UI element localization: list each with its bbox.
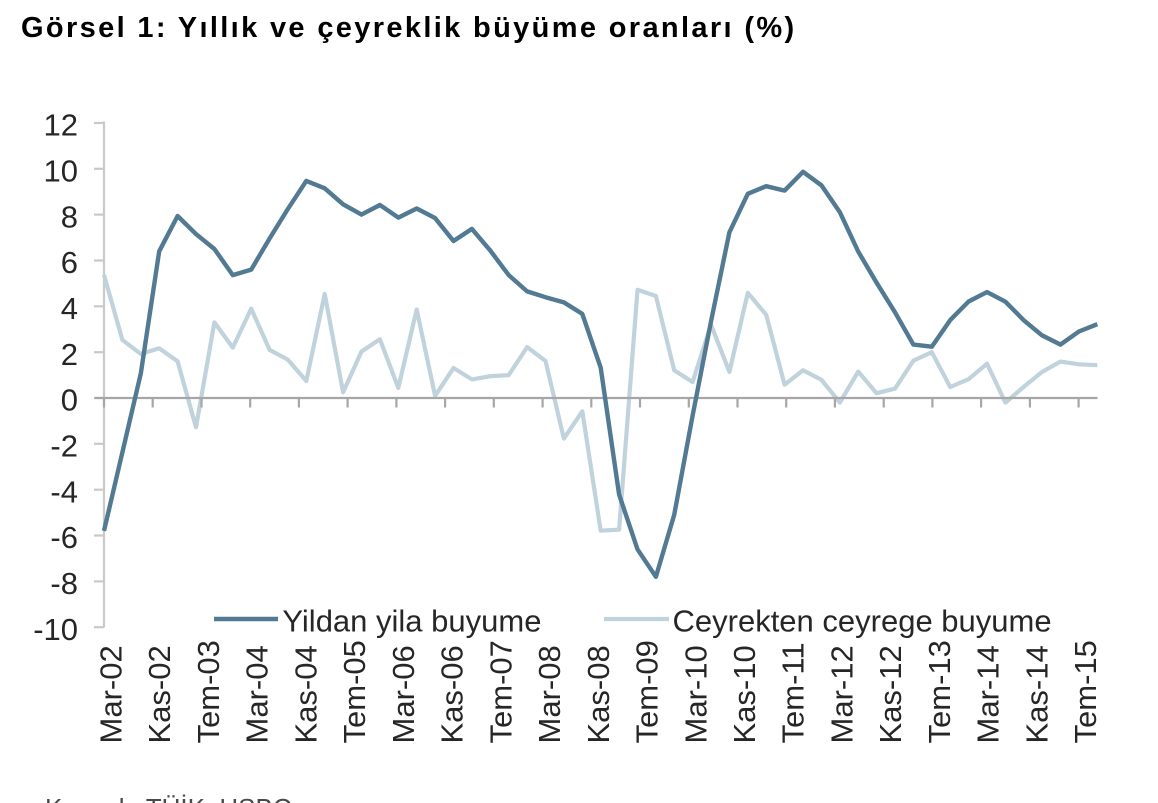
svg-text:Kas-14: Kas-14 (1019, 645, 1054, 743)
svg-text:-8: -8 (50, 566, 78, 601)
svg-text:-6: -6 (50, 520, 78, 555)
svg-text:Mar-04: Mar-04 (240, 645, 275, 743)
svg-text:Mar-08: Mar-08 (532, 645, 567, 743)
svg-text:Yildan yila buyume: Yildan yila buyume (282, 604, 541, 639)
svg-text:Kas-06: Kas-06 (435, 645, 470, 743)
svg-text:Kas-10: Kas-10 (727, 645, 762, 743)
svg-text:2: 2 (61, 337, 78, 372)
svg-text:Mar-10: Mar-10 (678, 645, 713, 743)
svg-text:Tem-05: Tem-05 (337, 640, 372, 743)
svg-text:8: 8 (61, 199, 78, 234)
svg-text:-2: -2 (50, 429, 78, 464)
svg-text:Tem-15: Tem-15 (1068, 640, 1103, 743)
svg-text:10: 10 (44, 154, 78, 189)
svg-text:Tem-09: Tem-09 (630, 640, 665, 743)
svg-text:Mar-14: Mar-14 (971, 645, 1006, 743)
svg-text:Tem-07: Tem-07 (483, 640, 518, 743)
svg-text:Kas-04: Kas-04 (288, 645, 323, 743)
svg-text:12: 12 (44, 108, 78, 143)
svg-text:4: 4 (61, 291, 78, 326)
svg-text:6: 6 (61, 245, 78, 280)
svg-text:Kas-08: Kas-08 (581, 645, 616, 743)
svg-text:Mar-12: Mar-12 (824, 645, 859, 743)
svg-text:Tem-13: Tem-13 (922, 640, 957, 743)
svg-text:Tem-11: Tem-11 (776, 642, 811, 743)
svg-text:0: 0 (61, 383, 78, 418)
svg-text:Mar-06: Mar-06 (386, 645, 421, 743)
svg-text:-10: -10 (33, 612, 78, 647)
svg-text:Kas-12: Kas-12 (873, 645, 908, 743)
svg-text:Tem-03: Tem-03 (191, 640, 226, 743)
svg-text:-4: -4 (50, 474, 78, 509)
svg-text:Kas-02: Kas-02 (142, 645, 177, 743)
svg-text:Mar-02: Mar-02 (94, 645, 129, 743)
svg-text:Ceyrekten ceyrege buyume: Ceyrekten ceyrege buyume (673, 604, 1052, 639)
